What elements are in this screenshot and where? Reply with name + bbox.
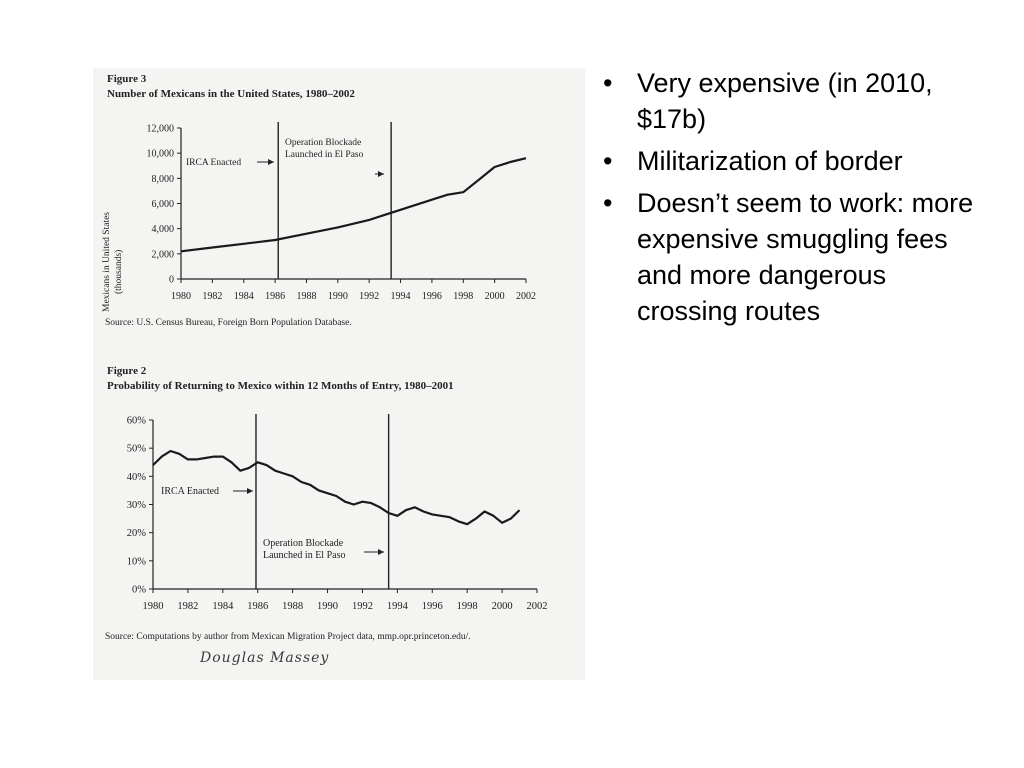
chart0-event-arrowhead bbox=[268, 159, 274, 165]
chart1-event-label: Operation Blockade bbox=[263, 538, 344, 549]
chart1-x-tick-label: 1982 bbox=[177, 601, 198, 612]
chart0-event-label: Launched in El Paso bbox=[285, 150, 364, 160]
chart-return-probability: 0% 10% 20% 30% 40% 50% 60% 1980 1982 1984 1986 1988… bbox=[127, 414, 548, 612]
bullet-icon: • bbox=[603, 68, 613, 98]
chart1-y-tick-label: 40% bbox=[127, 472, 147, 483]
chart0-x-tick-label: 1982 bbox=[202, 291, 222, 302]
chart1-event-arrowhead bbox=[378, 549, 384, 555]
figure2-label: Figure 2 bbox=[107, 365, 147, 377]
bullet-item: • Very expensive (in 2010, $17b) bbox=[603, 65, 983, 137]
chart0-event-label: Operation Blockade bbox=[285, 138, 361, 148]
figure3-label: Figure 3 bbox=[107, 73, 147, 85]
figure2-title: Probability of Returning to Mexico withi… bbox=[107, 380, 454, 392]
chart1-event-label: Launched in El Paso bbox=[263, 550, 345, 561]
chart0-y-tick-label: 4,000 bbox=[152, 224, 175, 235]
chart0-y-tick-label: 12,000 bbox=[147, 124, 175, 135]
bullet-text: Doesn’t seem to work: more expensive smu… bbox=[637, 188, 974, 326]
chart0-x-tick-label: 1992 bbox=[359, 291, 379, 302]
chart1-y-tick-label: 30% bbox=[127, 500, 147, 511]
chart0-y-tick-label: 2,000 bbox=[152, 249, 175, 260]
chart1-x-tick-label: 1996 bbox=[422, 601, 443, 612]
chart0-event-label: IRCA Enacted bbox=[186, 158, 241, 168]
author-signature: Douglas Massey bbox=[200, 650, 330, 666]
bullet-icon: • bbox=[603, 146, 613, 176]
chart1-event-arrowhead bbox=[247, 488, 253, 494]
chart-mexicans-in-us: Mexicans in United States (thousands) 0 2… bbox=[102, 122, 536, 312]
chart1-x-tick-label: 1992 bbox=[352, 601, 373, 612]
chart1-x-tick-label: 1986 bbox=[247, 601, 268, 612]
chart1-series-line bbox=[152, 449, 521, 526]
chart1-x-tick-label: 1990 bbox=[317, 601, 338, 612]
bullet-list: • Very expensive (in 2010, $17b) • Militar… bbox=[603, 65, 983, 335]
chart0-x-tick-label: 1998 bbox=[453, 291, 473, 302]
scanned-figures bbox=[93, 68, 585, 680]
chart0-x-tick-label: 1986 bbox=[265, 291, 285, 302]
chart1-x-tick-label: 1988 bbox=[282, 601, 303, 612]
chart1-x-tick-label: 1984 bbox=[212, 601, 234, 612]
bullet-icon: • bbox=[603, 188, 613, 218]
chart0-ylabel-line1: Mexicans in United States bbox=[102, 212, 112, 312]
bullet-text: Militarization of border bbox=[637, 146, 903, 176]
figure3-source: Source: U.S. Census Bureau, Foreign Born… bbox=[105, 318, 352, 328]
chart0-y-tick-label: 0 bbox=[169, 275, 174, 286]
chart0-y-tick-label: 6,000 bbox=[152, 199, 175, 210]
chart1-x-tick-label: 1994 bbox=[387, 601, 409, 612]
chart1-x-tick-label: 1980 bbox=[143, 601, 164, 612]
bullet-item: • Militarization of border bbox=[603, 143, 983, 179]
chart0-x-tick-label: 1994 bbox=[391, 291, 411, 302]
chart0-x-tick-label: 1980 bbox=[171, 291, 191, 302]
chart1-y-tick-label: 20% bbox=[127, 528, 147, 539]
chart0-y-tick-label: 8,000 bbox=[152, 174, 175, 185]
chart1-x-tick-label: 2000 bbox=[492, 601, 513, 612]
chart0-event-arrowhead bbox=[378, 171, 384, 177]
chart0-x-tick-label: 1988 bbox=[296, 291, 316, 302]
bullet-text: Very expensive (in 2010, $17b) bbox=[637, 68, 933, 134]
chart1-y-tick-label: 10% bbox=[127, 556, 147, 567]
chart0-x-tick-label: 2000 bbox=[485, 291, 505, 302]
chart1-y-tick-label: 50% bbox=[127, 444, 147, 455]
chart0-x-tick-label: 1996 bbox=[422, 291, 442, 302]
chart0-series-line bbox=[180, 157, 527, 253]
chart1-x-tick-label: 2002 bbox=[527, 601, 548, 612]
bullet-item: • Doesn’t seem to work: more expensive sm… bbox=[603, 185, 983, 329]
chart1-x-tick-label: 1998 bbox=[457, 601, 478, 612]
figure3-title: Number of Mexicans in the United States,… bbox=[107, 88, 355, 100]
chart0-x-tick-label: 1990 bbox=[328, 291, 348, 302]
chart0-x-tick-label: 1984 bbox=[234, 291, 254, 302]
chart1-y-tick-label: 60% bbox=[127, 416, 147, 427]
chart0-x-tick-label: 2002 bbox=[516, 291, 536, 302]
chart0-y-tick-label: 10,000 bbox=[147, 149, 175, 160]
chart1-event-label: IRCA Enacted bbox=[161, 486, 219, 497]
chart0-ylabel-line2: (thousands) bbox=[113, 250, 124, 294]
chart0-ylabel: Mexicans in United States (thousands) bbox=[102, 210, 124, 312]
figure2-source: Source: Computations by author from Mexi… bbox=[105, 632, 471, 642]
chart1-y-tick-label: 0% bbox=[132, 585, 146, 596]
